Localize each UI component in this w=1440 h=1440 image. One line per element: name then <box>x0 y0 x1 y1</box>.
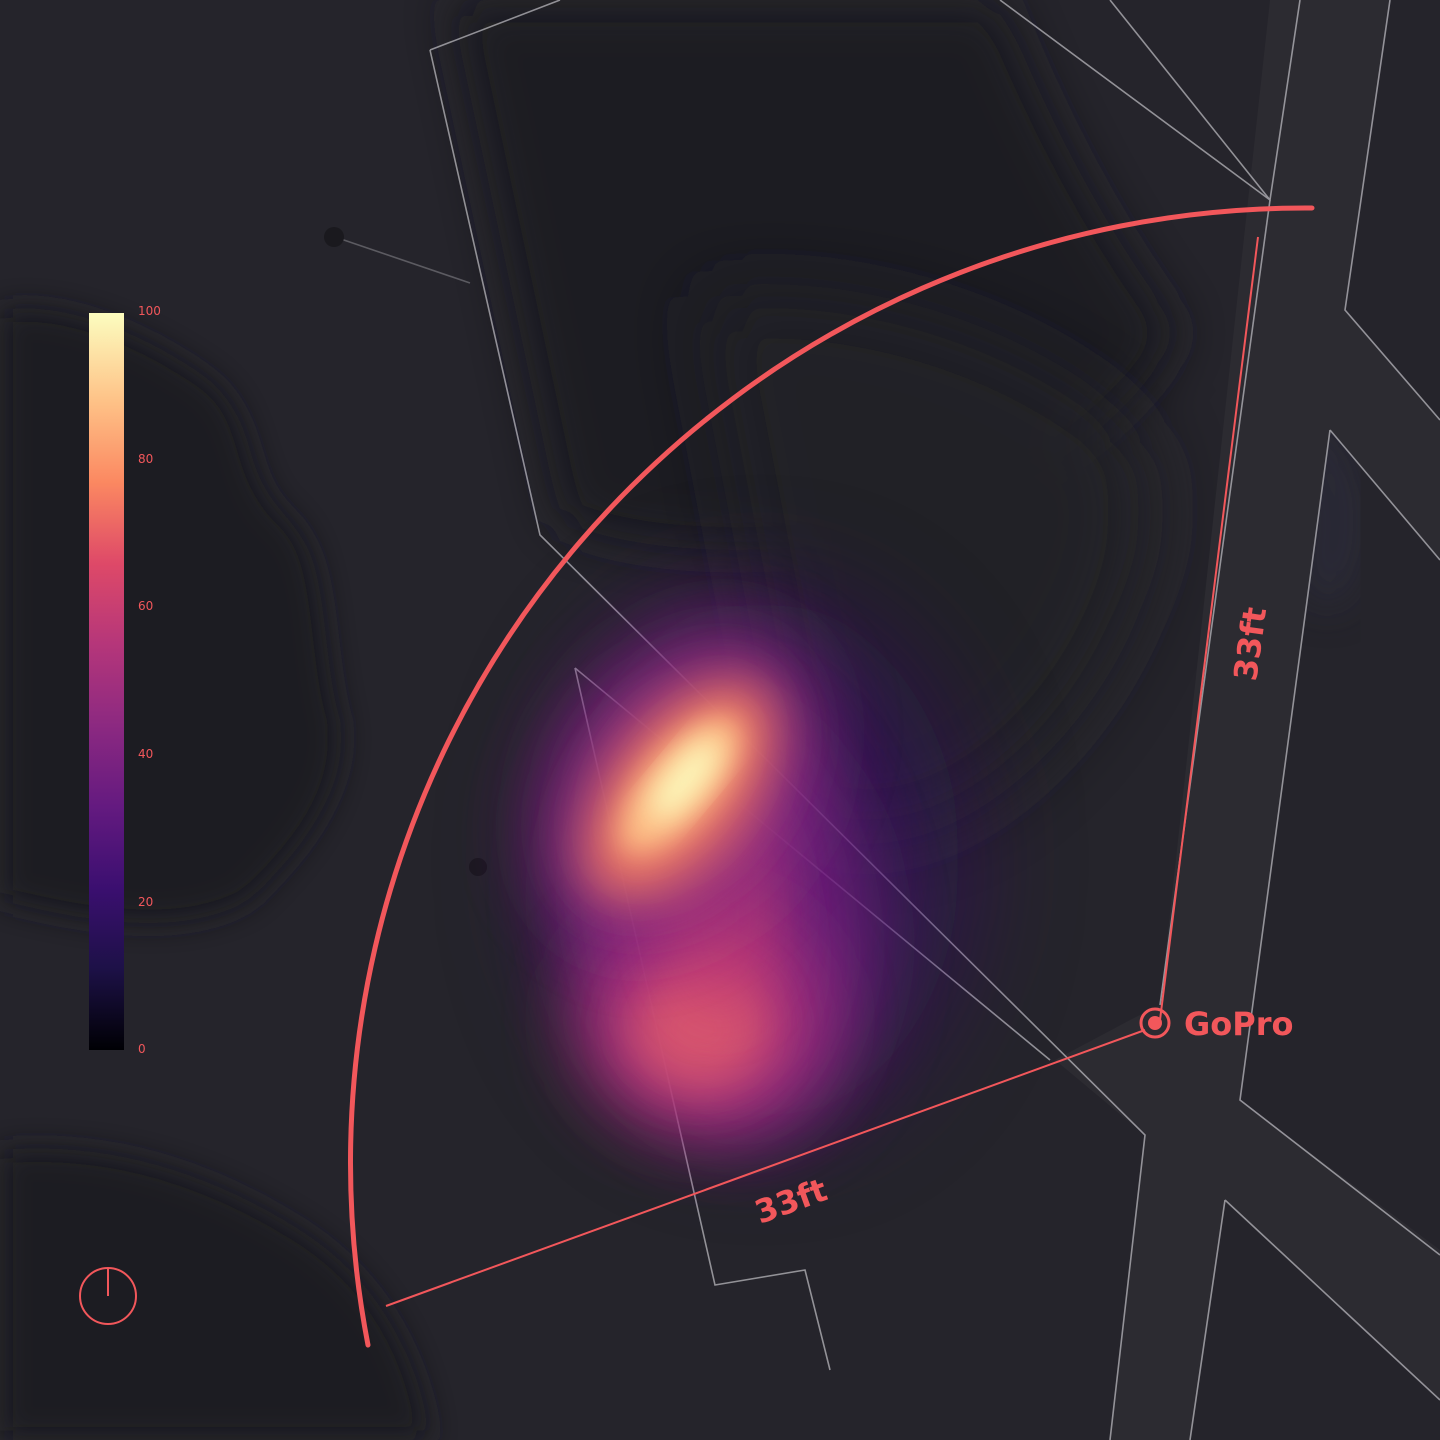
tree-marker <box>324 227 344 247</box>
range-bottom-line <box>385 1029 1146 1307</box>
legend-tick: 60 <box>138 599 153 613</box>
camera-label: GoPro <box>1184 1005 1293 1043</box>
north-arrow-icon <box>79 1267 137 1325</box>
range-arc <box>348 205 1315 1348</box>
camera-marker[interactable]: GoPro <box>1139 1005 1293 1043</box>
legend-tick: 20 <box>138 895 153 909</box>
road <box>1055 0 1440 1440</box>
legend-tick: 80 <box>138 452 153 466</box>
legend-tick: 0 <box>138 1042 146 1056</box>
color-scale-legend: 100 80 60 40 20 0 <box>89 304 161 1056</box>
camera-ring-icon <box>1139 1007 1171 1039</box>
range-side-line <box>1159 236 1259 1021</box>
legend-tick: 100 <box>138 304 161 318</box>
camera-dot-icon <box>1148 1016 1162 1030</box>
camera-range <box>348 205 1315 1348</box>
tree-marker <box>469 858 487 876</box>
color-scale-bar <box>89 313 124 1050</box>
legend-tick: 40 <box>138 747 153 761</box>
range-bottom-label: 33ft <box>750 1171 832 1232</box>
heatmap <box>541 600 960 1139</box>
